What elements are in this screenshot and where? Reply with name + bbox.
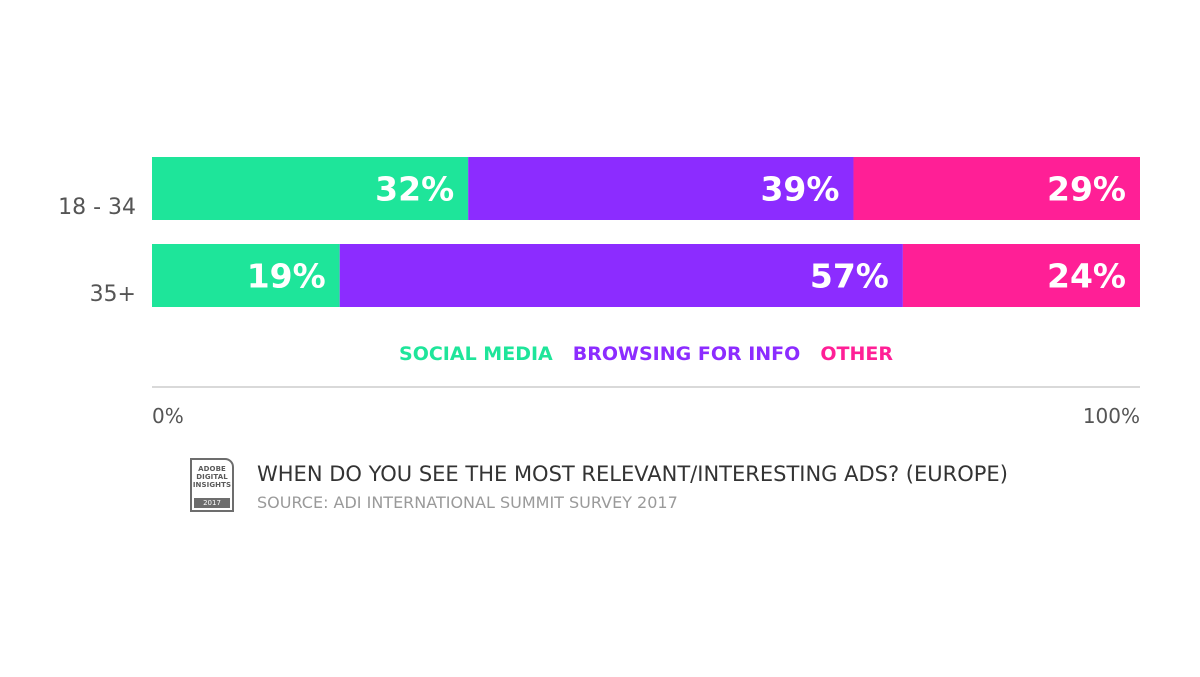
data-label: 24% (1047, 257, 1126, 296)
category-label: 35+ (90, 282, 136, 307)
chart-caption: ADOBE DIGITAL INSIGHTS 2017 WHEN DO YOU … (190, 458, 1090, 518)
legend-entry: SOCIAL MEDIA (399, 343, 553, 365)
bar-segment (468, 157, 854, 220)
bar-segment (853, 157, 1140, 220)
chart-source: SOURCE: ADI INTERNATIONAL SUMMIT SURVEY … (257, 493, 678, 512)
bar-segment (339, 244, 903, 307)
legend-entry: OTHER (820, 343, 893, 365)
category-label: 18 - 34 (58, 195, 136, 220)
data-label: 29% (1047, 170, 1126, 209)
legend-entry: BROWSING FOR INFO (573, 343, 801, 365)
data-label: 32% (375, 170, 454, 209)
data-label: 57% (810, 257, 889, 296)
badge-text: ADOBE DIGITAL INSIGHTS (192, 465, 232, 489)
x-tick-label: 100% (1083, 404, 1140, 428)
badge-year: 2017 (194, 498, 230, 508)
bar-segment (902, 244, 1140, 307)
bar-segment (152, 244, 340, 307)
data-label: 39% (760, 170, 839, 209)
chart-title: WHEN DO YOU SEE THE MOST RELEVANT/INTERE… (257, 462, 1008, 486)
data-label: 19% (247, 257, 326, 296)
x-tick-label: 0% (152, 404, 184, 428)
bar-segment (152, 157, 469, 220)
adobe-digital-insights-badge: ADOBE DIGITAL INSIGHTS 2017 (190, 458, 234, 512)
